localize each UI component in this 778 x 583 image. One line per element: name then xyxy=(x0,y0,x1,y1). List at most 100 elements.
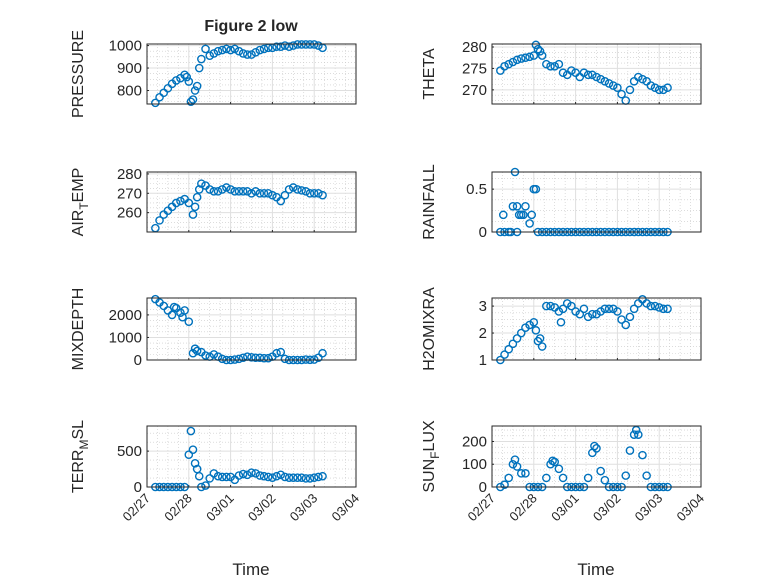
data-point xyxy=(516,328,526,338)
data-point xyxy=(301,187,311,196)
data-point xyxy=(188,445,198,454)
data-point xyxy=(184,317,194,326)
data-point xyxy=(288,183,298,192)
data-point xyxy=(642,471,651,480)
y-axis-label-part: LUX xyxy=(421,420,438,451)
data-point xyxy=(268,473,277,482)
x-axis-label: Time xyxy=(577,560,614,579)
data-point xyxy=(276,470,286,480)
data-point xyxy=(280,354,290,364)
y-tick-label: 2 xyxy=(479,325,487,342)
data-point xyxy=(255,188,265,198)
data-point xyxy=(201,351,210,360)
y-axis-label-part: AIR xyxy=(70,210,87,237)
data-point xyxy=(600,304,610,314)
y-axis-label-subscript: T xyxy=(77,202,91,210)
data-point xyxy=(230,44,240,54)
data-point xyxy=(171,198,181,208)
data-point xyxy=(247,468,256,477)
data-point xyxy=(188,348,198,358)
data-point xyxy=(255,45,265,55)
y-axis-label: MIXDEPTH xyxy=(70,288,87,371)
data-point xyxy=(558,68,568,78)
axes-box xyxy=(146,425,357,488)
data-point xyxy=(217,45,227,55)
data-point xyxy=(550,61,560,71)
y-axis-label-subscript: F xyxy=(428,452,442,459)
y-tick-label: 275 xyxy=(462,60,487,77)
y-tick-label: 280 xyxy=(462,39,487,56)
data-point xyxy=(621,471,631,480)
data-point xyxy=(188,95,198,104)
data-point xyxy=(554,59,564,69)
data-point xyxy=(190,202,200,212)
data-point xyxy=(604,79,614,88)
data-point xyxy=(646,81,656,90)
y-tick-label: 260 xyxy=(117,205,142,222)
y-axis-label-part: TERR xyxy=(70,450,87,494)
y-tick-label: 3 xyxy=(479,298,487,315)
data-point xyxy=(155,216,164,225)
data-point xyxy=(192,192,202,202)
data-point xyxy=(190,459,200,468)
data-point xyxy=(596,466,605,476)
data-point xyxy=(205,51,214,60)
data-point xyxy=(176,196,185,206)
data-point xyxy=(222,183,231,192)
data-point xyxy=(537,342,547,351)
data-point xyxy=(190,86,200,95)
data-point xyxy=(263,472,273,482)
data-point xyxy=(213,187,223,196)
data-point xyxy=(579,304,589,314)
data-point xyxy=(238,353,248,363)
y-axis-label-part: PRESSURE xyxy=(70,30,87,118)
data-point xyxy=(510,455,520,464)
axes-box xyxy=(491,171,702,233)
data-point xyxy=(190,344,200,354)
y-tick-label: 0.5 xyxy=(466,181,487,198)
data-point xyxy=(284,42,294,51)
data-point xyxy=(617,89,626,99)
data-point xyxy=(531,40,541,50)
data-point xyxy=(259,188,269,198)
data-point xyxy=(263,188,273,198)
data-point xyxy=(247,352,256,362)
y-axis-label-part: RAINFALL xyxy=(421,164,438,240)
data-point xyxy=(184,198,194,208)
data-point xyxy=(293,185,302,194)
data-point xyxy=(293,473,302,482)
data-point xyxy=(301,474,311,483)
y-tick-label: 200 xyxy=(462,433,487,450)
data-point xyxy=(209,187,219,196)
data-point xyxy=(659,304,668,314)
data-point xyxy=(546,301,555,311)
data-point xyxy=(209,49,219,58)
data-point xyxy=(583,70,593,80)
data-point xyxy=(288,41,298,50)
data-point xyxy=(184,77,194,86)
data-point xyxy=(625,446,635,455)
y-tick-label: 0 xyxy=(479,224,487,241)
data-point xyxy=(226,185,235,194)
y-axis-label-part: THETA xyxy=(421,48,438,100)
data-point xyxy=(226,45,235,55)
data-point xyxy=(508,201,518,211)
y-tick-label: 270 xyxy=(117,185,142,202)
data-point xyxy=(590,441,599,451)
data-point xyxy=(498,210,508,220)
data-point xyxy=(288,473,298,482)
data-point xyxy=(625,85,635,95)
y-tick-label: 1000 xyxy=(109,329,142,346)
data-point xyxy=(178,312,187,322)
data-point xyxy=(251,353,260,363)
data-point xyxy=(186,426,196,436)
data-point xyxy=(508,339,518,349)
data-point xyxy=(575,309,585,319)
data-point xyxy=(217,472,227,482)
data-point xyxy=(318,471,327,481)
data-point xyxy=(588,70,597,80)
data-point xyxy=(579,68,589,78)
data-point xyxy=(604,304,614,314)
data-point xyxy=(629,430,639,439)
